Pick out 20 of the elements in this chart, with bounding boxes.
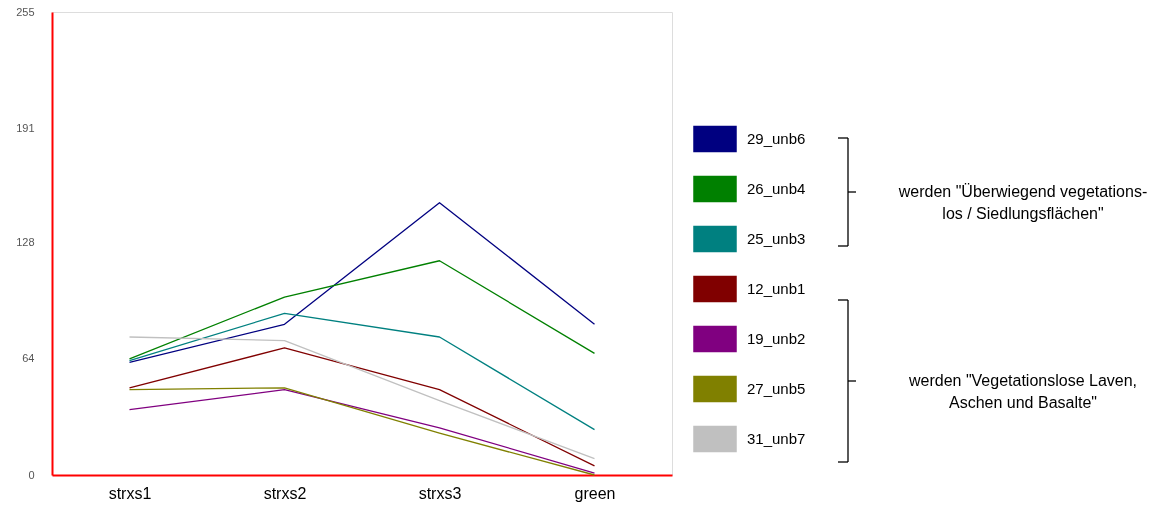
line-series bbox=[128, 312, 596, 431]
legend-label: 26_unb4 bbox=[747, 180, 806, 197]
legend-label: 31_unb7 bbox=[747, 430, 806, 447]
y-tick-label: 128 bbox=[16, 236, 35, 249]
x-tick-label: green bbox=[574, 484, 616, 502]
y-tick-label: 0 bbox=[28, 468, 35, 481]
legend-label: 19_unb2 bbox=[747, 330, 806, 347]
legend-label: 12_unb1 bbox=[747, 280, 806, 297]
x-tick-label: strxs1 bbox=[108, 484, 152, 502]
line-series bbox=[128, 260, 596, 360]
legend-label: 29_unb6 bbox=[747, 130, 806, 147]
x-tick-label: strxs3 bbox=[418, 484, 462, 502]
text: werden "Überwiegend vegetations- los / Siedlungsflächen" bbox=[897, 183, 1148, 222]
text: werden "Vegetationslose Laven, Aschen und Basalte" bbox=[907, 372, 1138, 411]
x-tick-label: strxs2 bbox=[263, 484, 307, 502]
y-tick-label: 255 bbox=[16, 5, 35, 18]
y-tick-label: 191 bbox=[16, 121, 35, 134]
legend-label: 27_unb5 bbox=[747, 380, 806, 397]
y-tick-label: 64 bbox=[22, 352, 35, 365]
legend-label: 25_unb3 bbox=[747, 230, 806, 247]
